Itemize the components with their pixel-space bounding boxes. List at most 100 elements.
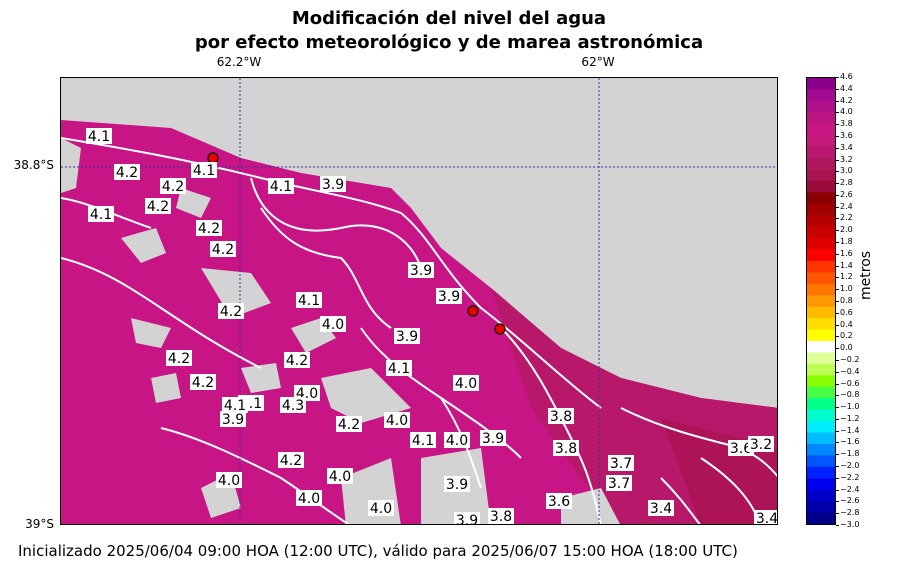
svg-text:3.2: 3.2 [750, 437, 772, 453]
colorbar-tick-label: 2.8 [836, 178, 853, 188]
contour-label: 3.8 [548, 408, 574, 425]
contour-label: 3.9 [454, 512, 480, 524]
svg-text:3.9: 3.9 [482, 431, 504, 447]
contour-label: 4.2 [196, 220, 222, 237]
svg-text:4.2: 4.2 [338, 417, 360, 433]
colorbar-segment [807, 375, 835, 388]
colorbar-tick-label: 4.6 [836, 72, 853, 81]
station-marker [467, 305, 479, 317]
contour-lines [61, 137, 777, 524]
lon-tick-label: 62°W [581, 55, 615, 69]
svg-text:4.0: 4.0 [446, 433, 468, 449]
contour-label: 4.2 [166, 350, 192, 367]
svg-text:3.9: 3.9 [438, 289, 460, 305]
colorbar-tick-label: −2.2 [835, 472, 860, 482]
colorbar-segment [807, 466, 835, 479]
colorbar-segment [807, 146, 835, 159]
svg-text:4.2: 4.2 [220, 304, 242, 320]
colorbar-segment [807, 329, 835, 342]
contour-label: 4.2 [160, 178, 186, 195]
colorbar-tick-label: −2.0 [835, 461, 860, 471]
svg-text:4.1: 4.1 [412, 433, 434, 449]
contour-label: 4.2 [284, 352, 310, 369]
colorbar-tick-label: −1.6 [835, 437, 860, 447]
svg-text:3.9: 3.9 [410, 263, 432, 279]
contour-label: 3.9 [394, 328, 420, 345]
colorbar-segment [807, 409, 835, 422]
svg-text:4.1: 4.1 [298, 293, 320, 309]
colorbar-segment [807, 100, 835, 113]
svg-text:3.6: 3.6 [730, 441, 752, 457]
colorbar-tick-label: −0.6 [835, 378, 860, 388]
colorbar-tick-label: 2.4 [836, 201, 853, 211]
contour-label: 3.9 [220, 411, 246, 428]
colorbar-tick-label: 0.8 [836, 296, 853, 305]
colorbar-tick-label: 3.8 [836, 119, 853, 129]
contour-label: 4.1 [410, 432, 436, 449]
colorbar-segment [807, 352, 835, 365]
svg-text:4.0: 4.0 [322, 317, 344, 333]
map-title-line2: por efecto meteorológico y de marea astr… [194, 32, 704, 53]
colorbar-segment [807, 226, 835, 239]
contour-label: 4.2 [145, 198, 171, 215]
svg-text:3.8: 3.8 [555, 441, 577, 457]
colorbar-segment [807, 295, 835, 308]
svg-text:3.4: 3.4 [756, 511, 778, 525]
svg-text:4.0: 4.0 [370, 501, 392, 517]
colorbar-tick-label: −2.6 [835, 496, 860, 506]
station-marker [494, 323, 506, 335]
svg-text:3.4: 3.4 [650, 501, 672, 517]
colorbar-segment [807, 249, 835, 262]
svg-text:4.2: 4.2 [212, 242, 234, 258]
svg-text:4.0: 4.0 [298, 491, 320, 507]
colorbar [806, 77, 836, 525]
svg-text:4.1: 4.1 [224, 398, 246, 414]
svg-text:4.2: 4.2 [286, 353, 308, 369]
contour-label: 4.0 [296, 490, 322, 507]
colorbar-tick-label: 4.0 [836, 107, 853, 117]
contour-label: 3.9 [480, 430, 506, 447]
contour-label: 4.2 [114, 164, 140, 181]
colorbar-tick-label: 4.2 [836, 95, 853, 105]
svg-text:4.1: 4.1 [388, 361, 410, 377]
colorbar-segment [807, 78, 835, 90]
contour-label: 4.0 [384, 412, 410, 429]
contour-label: 4.1 [386, 360, 412, 377]
contour-label: 4.0 [320, 316, 346, 333]
svg-text:4.0: 4.0 [218, 473, 240, 489]
contour-label: 4.0 [327, 468, 353, 485]
contour-label: 3.8 [488, 508, 514, 524]
svg-text:3.9: 3.9 [446, 477, 468, 493]
colorbar-segment [807, 455, 835, 468]
svg-text:4.1: 4.1 [90, 207, 112, 223]
contour-label: 4.1 [268, 178, 294, 195]
colorbar-segment [807, 272, 835, 285]
water-level-map: 4.1 4.1 4.2 4.2 4.1 3.9 4.2 4.1 4.2 4.2 4.2 3.9 3.9 4… [60, 77, 778, 525]
svg-text:4.1: 4.1 [193, 163, 215, 179]
contour-label: 3.6 [546, 493, 572, 510]
contour-label: 3.9 [320, 176, 346, 193]
contour-label: 4.0 [444, 432, 470, 449]
contour-label: 3.7 [606, 475, 632, 492]
lat-tick-label: 39°S [25, 517, 54, 531]
contour-label: 4.0 [216, 472, 242, 489]
colorbar-tick-label: 1.6 [836, 248, 853, 258]
colorbar-tick-label: −0.8 [835, 390, 860, 400]
colorbar-tick-label: 4.4 [836, 83, 853, 93]
colorbar-segment [807, 158, 835, 170]
contour-label: 3.7 [608, 455, 634, 472]
colorbar-tick-label: −1.4 [835, 425, 860, 435]
colorbar-tick-label: 0.6 [836, 307, 853, 317]
colorbar-segment [807, 432, 835, 445]
colorbar-tick-label: −2.8 [835, 508, 860, 518]
contour-label: 4.1 [191, 162, 217, 179]
colorbar-tick-label: 3.4 [836, 142, 853, 152]
colorbar-tick-label: 1.8 [836, 237, 853, 247]
svg-text:3.6: 3.6 [548, 494, 570, 510]
svg-text:3.7: 3.7 [610, 456, 632, 472]
svg-text:4.1: 4.1 [88, 129, 110, 145]
contour-label: 4.2 [210, 241, 236, 258]
svg-text:3.7: 3.7 [608, 476, 630, 492]
colorbar-tick-label: −3.0 [835, 520, 860, 529]
contour-label: 4.0 [453, 375, 479, 392]
